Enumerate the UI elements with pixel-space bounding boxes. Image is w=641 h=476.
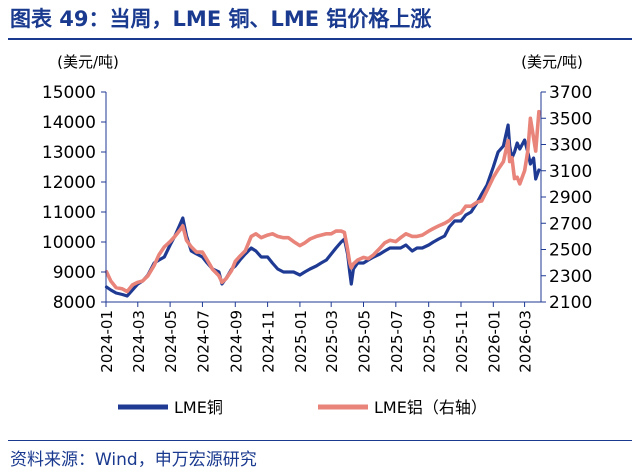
x-axis-tick-label: 2025-03 (323, 310, 341, 373)
legend-label-copper: LME铜 (174, 398, 223, 417)
source-note: 资料来源：Wind，申万宏源研究 (10, 450, 257, 470)
right-axis-unit: (美元/吨) (521, 53, 583, 71)
x-axis-tick-label: 2024-05 (162, 310, 180, 373)
x-axis-tick-label: 2024-07 (194, 310, 212, 373)
left-axis-tick-label: 9000 (53, 263, 96, 283)
right-axis-tick-label: 3300 (549, 136, 592, 156)
left-axis-tick-label: 11000 (42, 203, 96, 223)
left-axis-unit: (美元/吨) (57, 53, 119, 71)
series-line-aluminum (104, 109, 541, 294)
right-axis-tick-label: 3100 (549, 162, 592, 182)
left-axis-tick-label: 12000 (42, 173, 96, 193)
title-divider (8, 38, 632, 40)
x-axis-tick-label: 2025-09 (421, 310, 439, 373)
x-axis-tick-label: 2026-01 (485, 310, 503, 373)
right-axis-tick-label: 2500 (549, 241, 592, 261)
x-axis-tick-label: 2024-09 (227, 310, 245, 373)
x-axis-tick-label: 2026-03 (517, 310, 535, 373)
x-axis-tick-label: 2025-11 (453, 310, 471, 373)
axes-layer (105, 92, 542, 303)
chart-plot: (美元/吨) (美元/吨) 8000 9000 10000 11000 12000 130… (42, 53, 592, 417)
x-axis-tick-label: 2025-05 (356, 310, 374, 373)
x-axis-tick-label: 2024-11 (260, 310, 278, 373)
series-line-copper (104, 123, 541, 298)
legend-label-aluminum: LME铝（右轴） (374, 398, 487, 417)
right-axis-tick-label: 2900 (549, 188, 592, 208)
right-axis-tick-label: 3700 (549, 83, 592, 103)
right-axis-tick-label: 2700 (549, 214, 592, 234)
series-layer (104, 109, 541, 298)
right-axis-tick-label: 2300 (549, 267, 592, 287)
figure-title: 图表 49：当周，LME 铜、LME 铝价格上涨 (10, 7, 432, 31)
left-axis-tick-label: 13000 (42, 143, 96, 163)
left-axis-tick-label: 15000 (42, 83, 96, 103)
left-axis-tick-label: 8000 (53, 293, 96, 313)
x-axis-tick-label: 2024-03 (130, 310, 148, 373)
right-axis-tick-label: 2100 (549, 293, 592, 313)
left-axis-tick-label: 10000 (42, 233, 96, 253)
right-axis-tick-label: 3500 (549, 109, 592, 129)
legend: LME铜 LME铝（右轴） (118, 398, 487, 417)
x-axis-tick-label: 2024-01 (98, 310, 116, 373)
x-axis-tick-label: 2025-07 (388, 310, 406, 373)
source-divider (8, 440, 632, 441)
ticks-layer: 8000 9000 10000 11000 12000 13000 14000 15000 21… (42, 83, 592, 373)
x-axis-tick-label: 2025-01 (292, 310, 310, 373)
left-axis-tick-label: 14000 (42, 113, 96, 133)
